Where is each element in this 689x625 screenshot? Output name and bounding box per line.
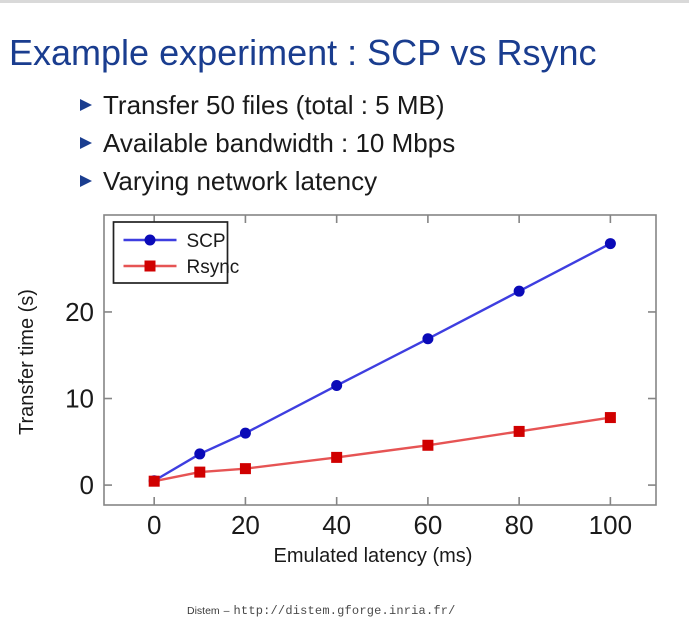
footer-separator: –	[223, 605, 230, 617]
data-point-scp	[513, 285, 525, 297]
data-point-scp	[331, 380, 343, 392]
data-point-rsync	[148, 475, 160, 487]
y-tick-label: 0	[80, 470, 94, 500]
x-tick-label: 20	[231, 510, 260, 540]
bullet-text: Available bandwidth : 10 Mbps	[103, 128, 456, 158]
y-tick-label: 20	[65, 297, 94, 327]
data-point-rsync	[194, 466, 206, 478]
slide-title: Example experiment : SCP vs Rsync	[9, 32, 597, 73]
bullet-item: Available bandwidth : 10 Mbps	[80, 124, 455, 162]
data-point-rsync	[422, 439, 434, 451]
footer-app-name: Distem	[187, 605, 220, 617]
x-tick-label: 60	[413, 510, 442, 540]
data-point-rsync	[604, 412, 616, 424]
x-tick-label: 80	[505, 510, 534, 540]
x-tick-label: 100	[589, 510, 632, 540]
data-point-scp	[194, 448, 206, 460]
top-border-rule	[0, 0, 689, 3]
legend-marker	[144, 234, 156, 246]
legend-label: SCP	[187, 231, 226, 252]
triangle-bullet-icon	[80, 137, 92, 149]
triangle-bullet-icon	[80, 99, 92, 111]
data-point-scp	[422, 333, 434, 345]
bullet-list: Transfer 50 files (total : 5 MB) Availab…	[80, 86, 455, 200]
bullet-text: Transfer 50 files (total : 5 MB)	[103, 90, 445, 120]
y-tick-label: 10	[65, 384, 94, 414]
bullet-text: Varying network latency	[103, 166, 378, 196]
x-axis-label: Emulated latency (ms)	[274, 545, 473, 567]
plot-frame	[103, 214, 657, 506]
data-point-scp	[239, 427, 251, 439]
x-tick-label: 0	[147, 510, 161, 540]
legend-box	[112, 221, 229, 284]
data-point-scp	[604, 238, 616, 250]
y-axis-label: Transfer time (s)	[16, 289, 38, 435]
bullet-item: Varying network latency	[80, 162, 455, 200]
data-point-rsync	[331, 451, 343, 463]
x-tick-label: 40	[322, 510, 351, 540]
triangle-bullet-icon	[80, 175, 92, 187]
footer: Distem – http://distem.gforge.inria.fr/	[187, 604, 456, 618]
data-point-rsync	[239, 463, 251, 475]
legend-marker	[144, 260, 156, 272]
footer-url[interactable]: http://distem.gforge.inria.fr/	[233, 604, 456, 618]
bullet-item: Transfer 50 files (total : 5 MB)	[80, 86, 455, 124]
series-line-rsync	[153, 416, 611, 483]
data-point-rsync	[513, 425, 525, 437]
legend-label: Rsync	[187, 257, 240, 278]
